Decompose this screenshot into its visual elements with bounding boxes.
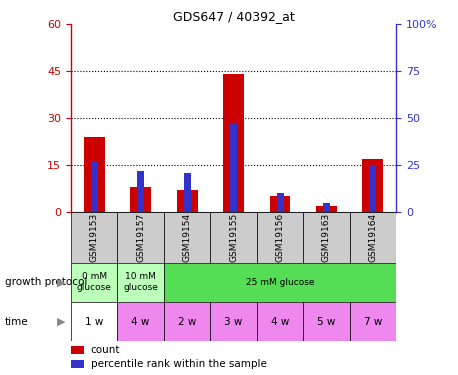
Bar — [270, 196, 290, 212]
Text: GSM19157: GSM19157 — [136, 213, 145, 262]
Text: GSM19155: GSM19155 — [229, 213, 238, 262]
Text: ▶: ▶ — [57, 277, 65, 287]
Text: GSM19153: GSM19153 — [90, 213, 99, 262]
Bar — [362, 159, 383, 212]
Bar — [210, 212, 257, 262]
Bar — [350, 302, 396, 341]
Bar — [117, 302, 164, 341]
Bar — [184, 172, 191, 212]
Bar — [210, 302, 257, 341]
Bar — [370, 165, 376, 212]
Bar — [316, 206, 337, 212]
Text: GSM19163: GSM19163 — [322, 213, 331, 262]
Bar — [117, 212, 164, 262]
Bar — [177, 190, 197, 212]
Text: percentile rank within the sample: percentile rank within the sample — [91, 359, 267, 369]
Text: 3 w: 3 w — [224, 316, 243, 327]
Text: 5 w: 5 w — [317, 316, 336, 327]
Bar — [350, 212, 396, 262]
Bar — [164, 212, 210, 262]
Bar — [223, 74, 244, 212]
Bar — [71, 212, 117, 262]
Text: 1 w: 1 w — [85, 316, 104, 327]
Bar — [71, 346, 84, 354]
Text: 10 mM
glucose: 10 mM glucose — [123, 273, 158, 292]
Bar — [71, 302, 117, 341]
Text: 25 mM glucose: 25 mM glucose — [246, 278, 314, 286]
Bar — [84, 137, 105, 212]
Bar — [130, 187, 151, 212]
Bar — [117, 262, 164, 302]
Bar — [323, 202, 330, 212]
Text: 0 mM
glucose: 0 mM glucose — [77, 273, 112, 292]
Text: count: count — [91, 345, 120, 355]
Bar — [137, 171, 144, 212]
Text: time: time — [5, 316, 28, 327]
Bar — [71, 262, 117, 302]
Text: GSM19154: GSM19154 — [183, 213, 191, 262]
Bar — [257, 302, 303, 341]
Text: GSM19156: GSM19156 — [276, 213, 284, 262]
Text: 4 w: 4 w — [271, 316, 289, 327]
Text: 4 w: 4 w — [131, 316, 150, 327]
Bar — [164, 302, 210, 341]
Text: GSM19164: GSM19164 — [368, 213, 377, 262]
Bar — [257, 212, 303, 262]
Bar — [230, 124, 237, 212]
Bar — [91, 161, 98, 212]
Bar — [71, 360, 84, 368]
Title: GDS647 / 40392_at: GDS647 / 40392_at — [173, 10, 294, 23]
Bar — [303, 212, 350, 262]
Bar — [303, 302, 350, 341]
Bar — [164, 262, 396, 302]
Text: growth protocol: growth protocol — [5, 277, 87, 287]
Text: ▶: ▶ — [57, 316, 65, 327]
Text: 2 w: 2 w — [178, 316, 196, 327]
Bar — [277, 193, 284, 212]
Text: 7 w: 7 w — [364, 316, 382, 327]
